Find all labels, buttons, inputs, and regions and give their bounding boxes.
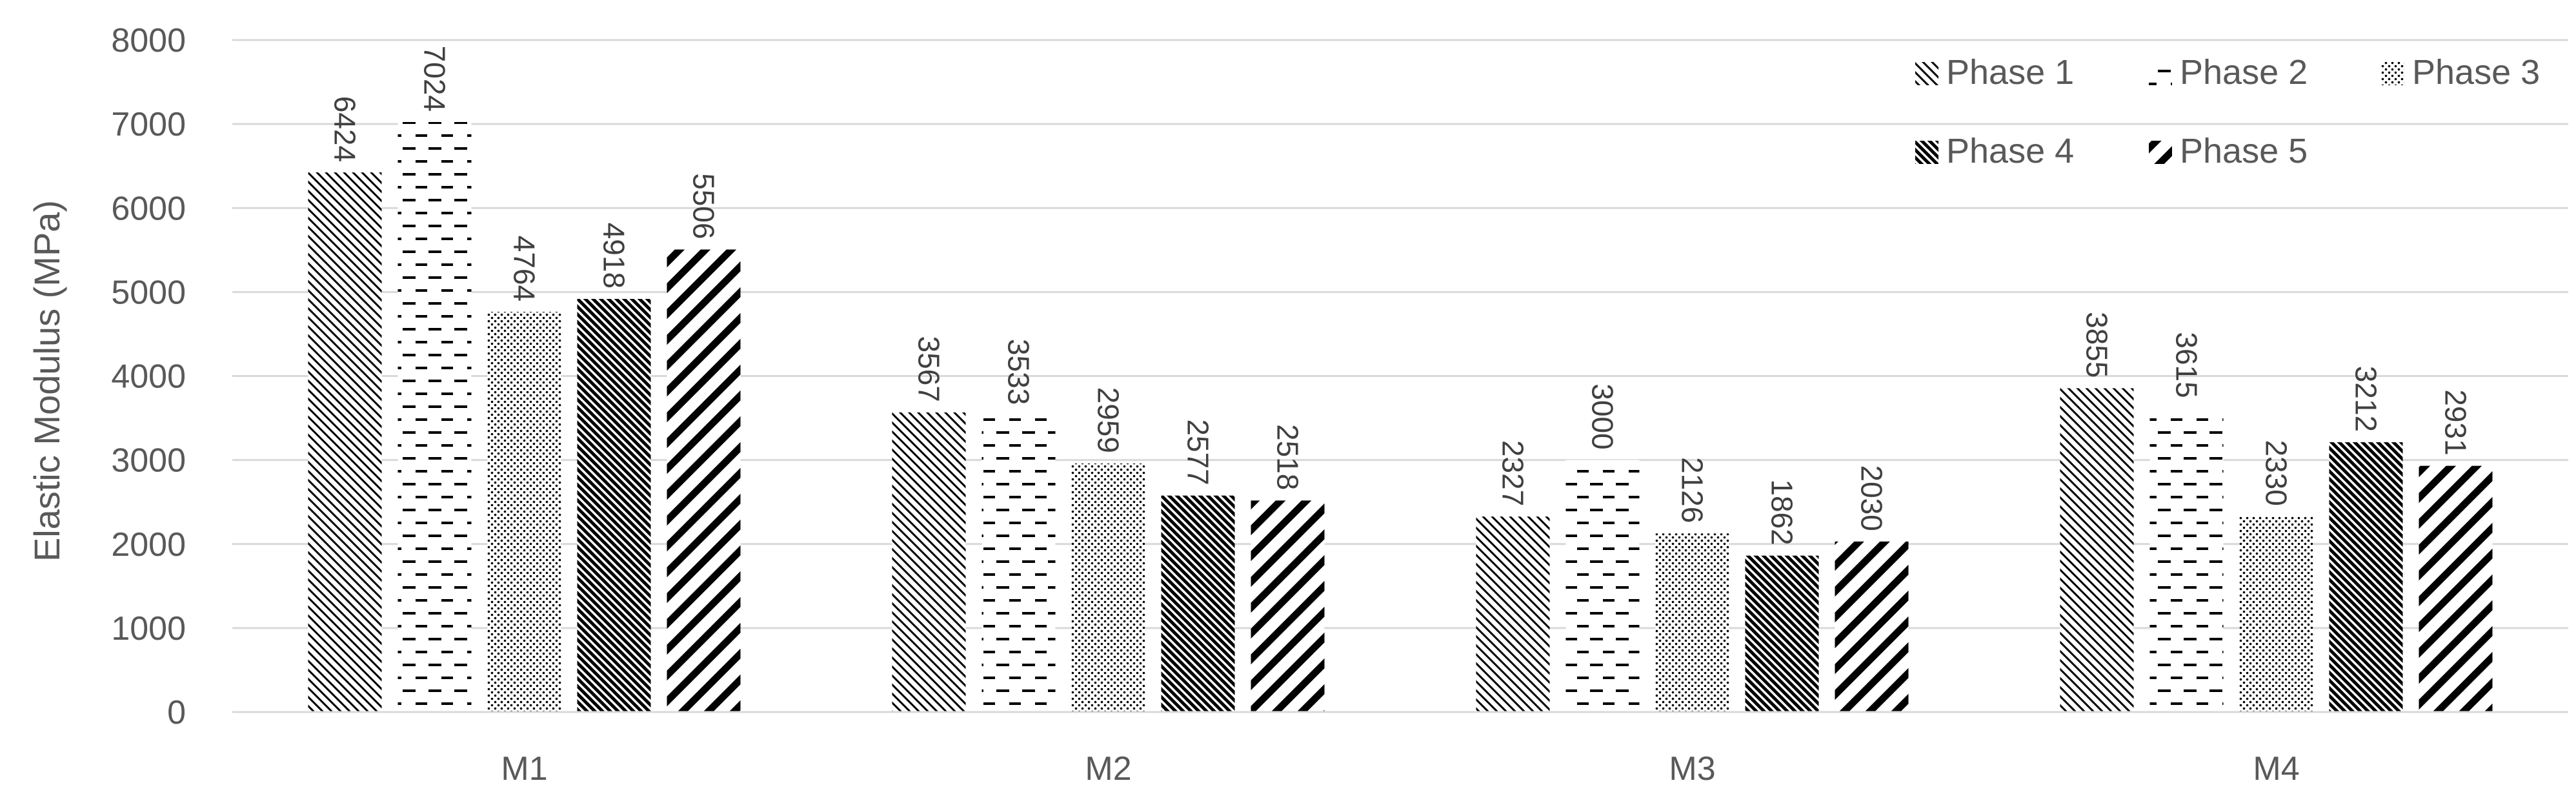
bar-m2-phase-1 <box>892 412 966 712</box>
bar-m4-phase-3 <box>2239 516 2313 712</box>
data-label: 4918 <box>598 223 631 289</box>
legend-swatch <box>2149 141 2172 164</box>
legend-swatch <box>2149 62 2172 85</box>
data-label: 2931 <box>2439 389 2473 455</box>
x-category-label: M4 <box>2253 750 2299 788</box>
legend-item-phase-2: Phase 2 <box>2149 53 2308 92</box>
y-tick-label: 2000 <box>111 526 186 564</box>
y-tick-label: 0 <box>167 694 186 731</box>
bar-m3-phase-4 <box>1745 555 1819 712</box>
legend-swatch <box>2381 62 2404 85</box>
data-label: 5506 <box>687 173 721 239</box>
data-label: 2959 <box>1092 387 1125 453</box>
bars <box>308 122 2493 713</box>
y-tick-label: 3000 <box>111 442 186 480</box>
bar-m3-phase-3 <box>1655 533 1729 712</box>
data-label: 3212 <box>2350 366 2383 432</box>
data-label: 2330 <box>2260 440 2293 505</box>
legend-swatch <box>1915 141 1938 164</box>
bar-m2-phase-2 <box>981 415 1056 712</box>
data-label: 3000 <box>1586 383 1620 449</box>
legend-item-phase-1: Phase 1 <box>1915 53 2074 92</box>
data-label: 1862 <box>1766 479 1799 545</box>
bar-m1-phase-2 <box>397 122 472 712</box>
legend-item-phase-5: Phase 5 <box>2149 132 2308 170</box>
data-label: 3533 <box>1002 339 1036 405</box>
y-tick-label: 4000 <box>111 358 186 396</box>
bar-m3-phase-5 <box>1835 541 1909 712</box>
data-label: 2518 <box>1271 424 1305 490</box>
bar-m3-phase-2 <box>1565 460 1640 712</box>
legend-label: Phase 3 <box>2412 53 2540 92</box>
bar-m4-phase-5 <box>2419 465 2493 712</box>
y-axis-title: Elastic Modulus (MPa) <box>26 200 67 562</box>
bar-m2-phase-3 <box>1071 463 1145 712</box>
axes: Elastic Modulus (MPa) 0 1000 2000 3000 4000 5… <box>26 22 2568 788</box>
bar-m1-phase-5 <box>667 249 741 712</box>
legend-label: Phase 1 <box>1946 53 2074 92</box>
data-label: 3855 <box>2080 312 2114 378</box>
legend-label: Phase 2 <box>2180 53 2308 92</box>
data-label: 2327 <box>1496 440 1530 506</box>
data-label: 6424 <box>328 96 362 162</box>
legend: Phase 1 Phase 2 Phase 3 Phase 4 Phase 5 <box>1915 53 2540 170</box>
data-label: 3615 <box>2170 332 2204 398</box>
y-tick-label: 6000 <box>111 190 186 227</box>
y-tick-label: 7000 <box>111 106 186 143</box>
data-label: 2126 <box>1676 457 1709 523</box>
y-tick-label: 8000 <box>111 22 186 59</box>
legend-label: Phase 5 <box>2180 132 2308 170</box>
bar-m1-phase-1 <box>308 172 382 712</box>
bar-m2-phase-5 <box>1251 500 1325 712</box>
bar-m3-phase-1 <box>1476 516 1550 712</box>
data-label: 7024 <box>418 46 452 112</box>
legend-item-phase-4: Phase 4 <box>1915 132 2074 170</box>
bar-m4-phase-2 <box>2149 408 2224 712</box>
data-label: 2577 <box>1182 419 1215 485</box>
x-category-label: M3 <box>1669 750 1715 788</box>
data-labels: 6424 7024 4764 4918 5506 3567 3533 2959 2577 2518… <box>328 46 2473 545</box>
bar-m4-phase-1 <box>2060 388 2134 712</box>
legend-item-phase-3: Phase 3 <box>2381 53 2540 92</box>
bar-m4-phase-4 <box>2329 442 2403 712</box>
data-label: 4764 <box>508 236 541 301</box>
data-label: 2030 <box>1855 465 1889 531</box>
bar-m1-phase-4 <box>577 299 651 712</box>
bar-m1-phase-3 <box>487 312 561 713</box>
y-tick-label: 5000 <box>111 274 186 311</box>
legend-label: Phase 4 <box>1946 132 2074 170</box>
data-label: 3567 <box>912 336 946 402</box>
legend-swatch <box>1915 62 1938 85</box>
x-category-label: M2 <box>1085 750 1131 788</box>
bar-m2-phase-4 <box>1161 495 1235 712</box>
x-category-label: M1 <box>501 750 547 788</box>
y-tick-label: 1000 <box>111 610 186 647</box>
